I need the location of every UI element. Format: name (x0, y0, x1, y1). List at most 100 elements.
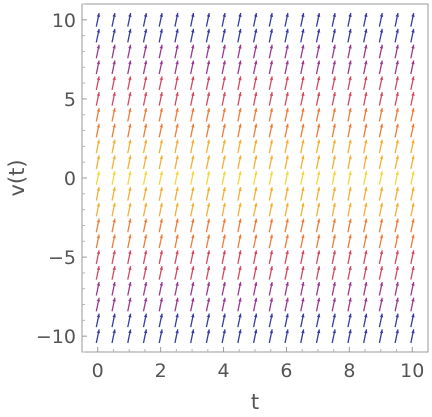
vector-arrow (394, 202, 399, 217)
vector-arrow (190, 171, 195, 185)
vector-field-arrows (95, 12, 415, 344)
vector-arrow (284, 313, 289, 328)
vector-arrow (237, 329, 242, 344)
vector-arrow (347, 218, 352, 233)
vector-arrow (315, 281, 321, 296)
vector-arrow (300, 155, 305, 170)
vector-arrow (111, 12, 116, 27)
vector-arrow (142, 171, 148, 185)
vector-arrow (221, 12, 226, 27)
vector-arrow (268, 234, 274, 249)
vector-arrow (268, 107, 274, 122)
vector-arrow (315, 266, 321, 280)
vector-arrow (378, 139, 384, 154)
vector-arrow (142, 76, 148, 90)
vector-arrow (111, 329, 116, 344)
vector-arrow (174, 60, 179, 75)
vector-arrow (221, 281, 226, 296)
vector-arrow (363, 218, 368, 233)
vector-arrow (205, 186, 211, 201)
vector-arrow (347, 250, 352, 264)
vector-arrow (95, 107, 101, 122)
vector-arrow (221, 44, 226, 59)
vector-arrow (95, 76, 101, 90)
vector-arrow (378, 218, 384, 233)
vector-arrow (347, 44, 352, 59)
vector-arrow (205, 139, 211, 154)
vector-arrow (363, 329, 368, 344)
vector-arrow (127, 186, 132, 201)
vector-arrow (410, 155, 415, 170)
vector-arrow (268, 171, 274, 185)
vector-arrow (268, 202, 274, 217)
vector-arrow (284, 250, 289, 264)
vector-arrow (284, 218, 289, 233)
vector-arrow (111, 218, 116, 233)
vector-arrow (410, 76, 415, 90)
vector-arrow (237, 266, 242, 280)
vector-arrow (284, 281, 289, 296)
vector-arrow (95, 28, 101, 43)
vector-arrow (190, 234, 195, 249)
vector-arrow (394, 139, 399, 154)
vector-arrow (268, 60, 274, 75)
vector-arrow (363, 76, 368, 90)
vector-arrow (331, 202, 337, 217)
vector-arrow (127, 281, 132, 296)
vector-arrow (221, 234, 226, 249)
vector-arrow (111, 139, 116, 154)
vector-arrow (95, 171, 101, 185)
vector-arrow (394, 155, 399, 170)
vector-arrow (315, 202, 321, 217)
vector-arrow (363, 155, 368, 170)
vector-arrow (347, 171, 352, 185)
vector-arrow (111, 28, 116, 43)
vector-arrow (410, 281, 415, 296)
vector-arrow (127, 12, 132, 27)
vector-arrow (252, 171, 258, 185)
vector-arrow (363, 313, 368, 328)
vector-arrow (127, 107, 132, 122)
vector-arrow (331, 313, 337, 328)
vector-arrow (378, 250, 384, 264)
vector-arrow (394, 266, 399, 280)
vector-arrow (252, 139, 258, 154)
vector-arrow (331, 44, 337, 59)
vector-arrow (378, 60, 384, 75)
y-tick-label: −10 (36, 326, 76, 348)
vector-arrow (378, 12, 384, 27)
vector-arrow (205, 329, 211, 344)
vector-arrow (221, 329, 226, 344)
vector-arrow (252, 250, 258, 264)
vector-arrow (190, 281, 195, 296)
vector-arrow (95, 92, 101, 106)
vector-arrow (127, 297, 132, 312)
vector-arrow (315, 250, 321, 264)
vector-arrow (394, 297, 399, 312)
vector-arrow (174, 171, 179, 185)
vector-arrow (315, 186, 321, 201)
vector-arrow (347, 186, 352, 201)
vector-arrow (95, 202, 101, 217)
vector-arrow (127, 171, 132, 185)
vector-arrow (331, 76, 337, 90)
vector-arrow (174, 107, 179, 122)
vector-arrow (142, 139, 148, 154)
vector-arrow (205, 202, 211, 217)
vector-arrow (284, 234, 289, 249)
vector-arrow (315, 139, 321, 154)
vector-arrow (347, 266, 352, 280)
vector-arrow (205, 76, 211, 90)
vector-arrow (252, 281, 258, 296)
vector-arrow (315, 12, 321, 27)
vector-arrow (268, 123, 274, 138)
vector-arrow (237, 28, 242, 43)
x-tick-label: 10 (400, 360, 424, 382)
vector-arrow (394, 234, 399, 249)
vector-arrow (95, 186, 101, 201)
vector-arrow (268, 155, 274, 170)
vector-arrow (127, 155, 132, 170)
vector-arrow (111, 92, 116, 106)
vector-arrow (363, 202, 368, 217)
vector-arrow (363, 44, 368, 59)
